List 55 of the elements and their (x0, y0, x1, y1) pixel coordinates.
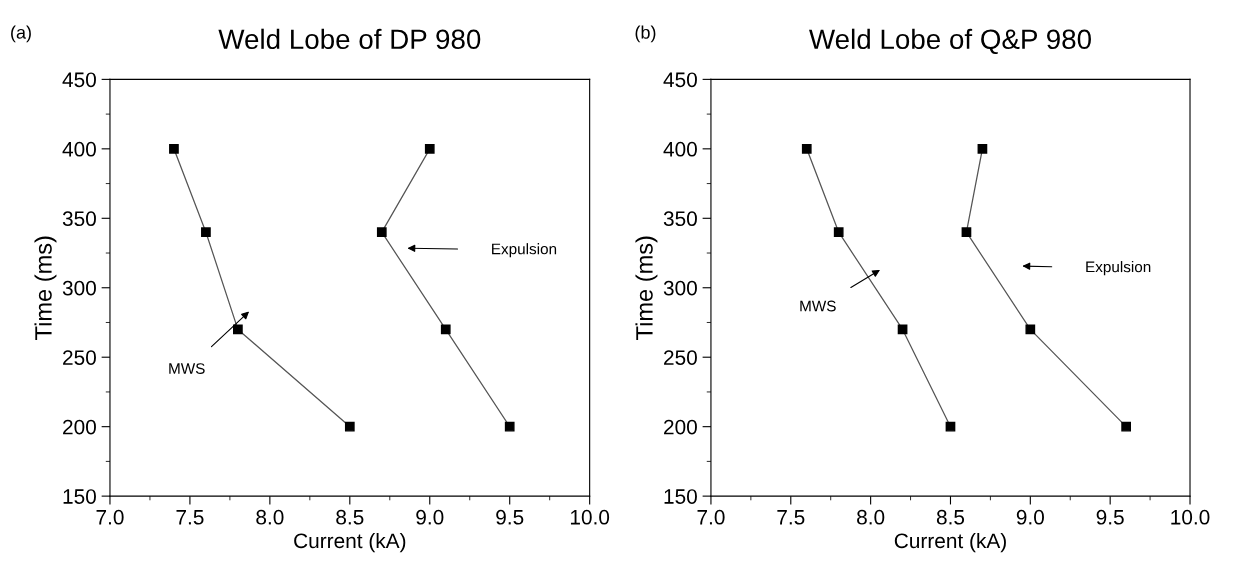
x-tick-label: 7.5 (176, 510, 204, 525)
annotation: MWS (800, 300, 836, 312)
chart-title: Weld Lobe of Q&P 980 (809, 28, 1091, 55)
x-tick-label: 7.5 (777, 510, 805, 525)
x-tick-label: 10.0 (570, 509, 610, 525)
chart-title: Weld Lobe of DP 980 (218, 28, 481, 50)
point (344, 421, 355, 432)
x-tick-label: 8.0 (256, 509, 284, 525)
y-tick-label: 400 (663, 141, 697, 157)
annotation: Expulsion (492, 243, 557, 258)
y-tick-label: 200 (63, 419, 96, 435)
point (961, 227, 972, 238)
x-tick-label: 9.0 (1016, 509, 1044, 525)
point (833, 227, 844, 238)
point (504, 421, 515, 432)
y-tick-label: 350 (663, 211, 697, 227)
annotation: Expulsion (1086, 261, 1151, 276)
point (977, 143, 988, 154)
text: (b) (635, 25, 656, 43)
point (945, 421, 956, 432)
annotation: MWS (169, 363, 205, 374)
y-tick-label: 250 (664, 350, 697, 365)
text: (a) (11, 25, 31, 43)
point (1025, 324, 1036, 335)
y-axis-title: Time (ms) (34, 236, 57, 340)
y-tick-label: 450 (62, 72, 96, 88)
x-tick-label: 8.5 (936, 509, 965, 525)
x-tick-label: 9.0 (416, 509, 444, 525)
y-axis-title: Time (ms) (635, 236, 658, 340)
point (801, 143, 812, 154)
point (1121, 421, 1131, 432)
y-tick-label: 350 (62, 211, 96, 227)
point (201, 227, 211, 238)
x-tick-label: 8.0 (857, 509, 885, 525)
y-tick-label: 150 (63, 489, 96, 504)
x-tick-label: 7.0 (96, 509, 124, 525)
point (424, 143, 435, 154)
point (376, 227, 387, 238)
x-axis-title: Current (kA) (294, 532, 406, 553)
y-tick-label: 450 (663, 72, 697, 88)
y-tick-label: 400 (62, 141, 96, 157)
point (233, 324, 243, 335)
point (440, 324, 451, 335)
x-tick-label: 9.5 (1096, 509, 1124, 525)
point (169, 143, 179, 154)
y-tick-label: 150 (664, 489, 697, 504)
y-tick-label: 250 (63, 350, 96, 365)
x-tick-label: 7.0 (697, 509, 725, 525)
x-tick-label: 10.0 (1171, 509, 1210, 525)
x-tick-label: 8.5 (336, 509, 364, 525)
x-tick-label: 9.5 (496, 509, 524, 525)
y-tick-label: 300 (663, 280, 697, 296)
y-tick-label: 200 (664, 419, 697, 435)
x-axis-title: Current (kA) (894, 532, 1006, 553)
y-tick-label: 300 (62, 280, 96, 296)
